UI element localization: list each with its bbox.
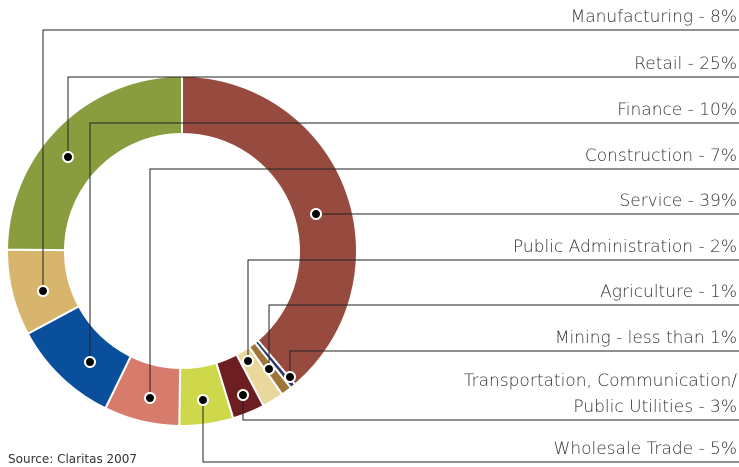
slice-label: Service - 39% <box>619 191 737 211</box>
leader-line <box>289 350 739 377</box>
source-note: Source: Claritas 2007 <box>8 452 138 466</box>
slice-label: Wholesale Trade - 5% <box>553 439 737 459</box>
leader-dot <box>37 285 49 297</box>
leader-line <box>67 76 739 157</box>
slice-label: Mining - less than 1% <box>554 328 737 348</box>
leader-dot <box>84 356 96 368</box>
leader-dot <box>263 363 275 375</box>
leader-line <box>247 259 739 361</box>
donut-slice <box>5 74 183 252</box>
leader-line <box>242 395 739 421</box>
slice-label: Manufacturing - 8% <box>570 7 737 27</box>
slice-label: Transportation, Communication/ Public Ut… <box>463 371 737 417</box>
slice-label: Construction - 7% <box>584 146 737 166</box>
leader-dot <box>237 389 249 401</box>
slice-label: Finance - 10% <box>617 100 737 120</box>
leader-line <box>149 168 739 398</box>
leader-dot <box>62 151 74 163</box>
leader-dot <box>197 394 209 406</box>
leader-dot <box>284 371 296 383</box>
leader-line <box>202 400 739 463</box>
leader-dot <box>144 392 156 404</box>
leader-line <box>268 304 739 369</box>
leader-dot <box>310 208 322 220</box>
leader-dot <box>242 355 254 367</box>
slice-label: Agriculture - 1% <box>600 282 737 302</box>
slice-label: Retail - 25% <box>634 54 737 74</box>
donut-slice <box>181 74 358 386</box>
leader-line <box>89 122 739 362</box>
slice-label: Public Administration - 2% <box>512 237 737 257</box>
leader-line <box>42 29 739 291</box>
